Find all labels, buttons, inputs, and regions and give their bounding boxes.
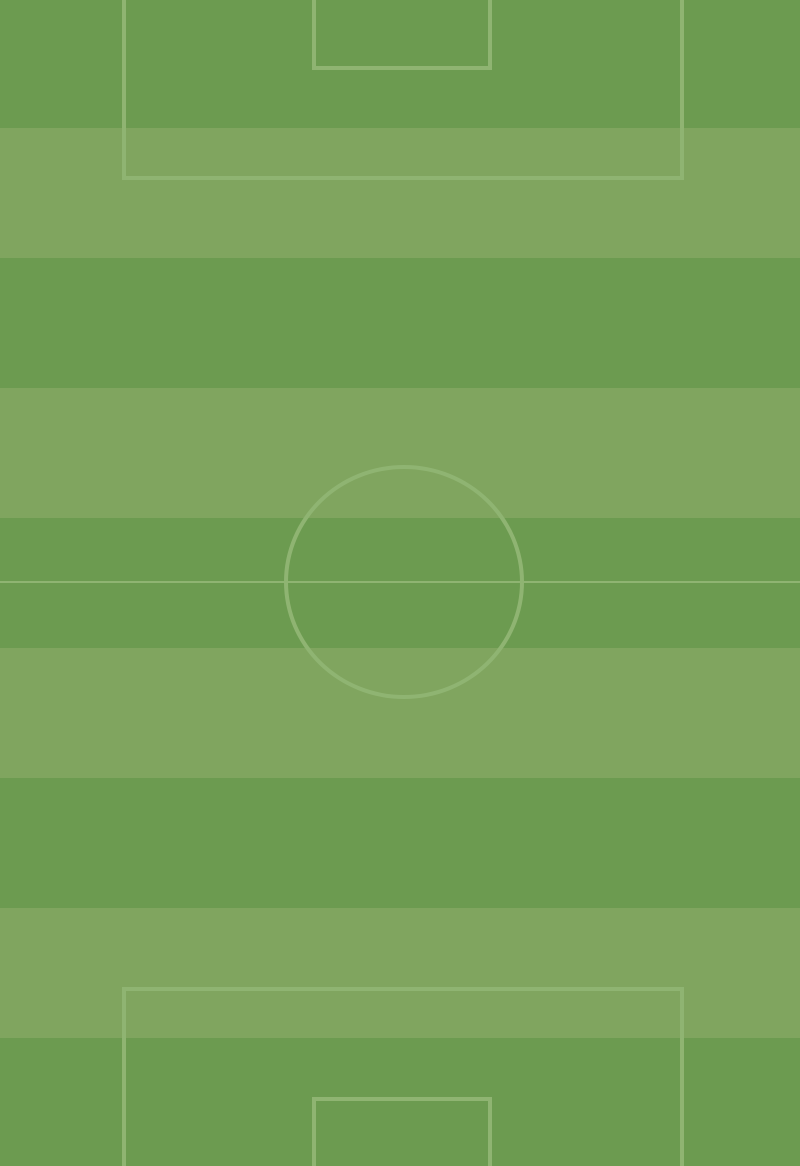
pitch-stripe xyxy=(0,128,800,258)
pitch-stripe xyxy=(0,258,800,388)
top-penalty-area xyxy=(122,0,684,180)
pitch-stripe xyxy=(0,1038,800,1166)
top-goal-area xyxy=(312,0,492,70)
center-circle xyxy=(284,465,524,699)
pitch-stripe xyxy=(0,0,800,128)
bottom-penalty-area xyxy=(122,987,684,1166)
pitch-stripe xyxy=(0,778,800,908)
pitch-stripe xyxy=(0,908,800,1038)
bottom-goal-area xyxy=(312,1097,492,1166)
